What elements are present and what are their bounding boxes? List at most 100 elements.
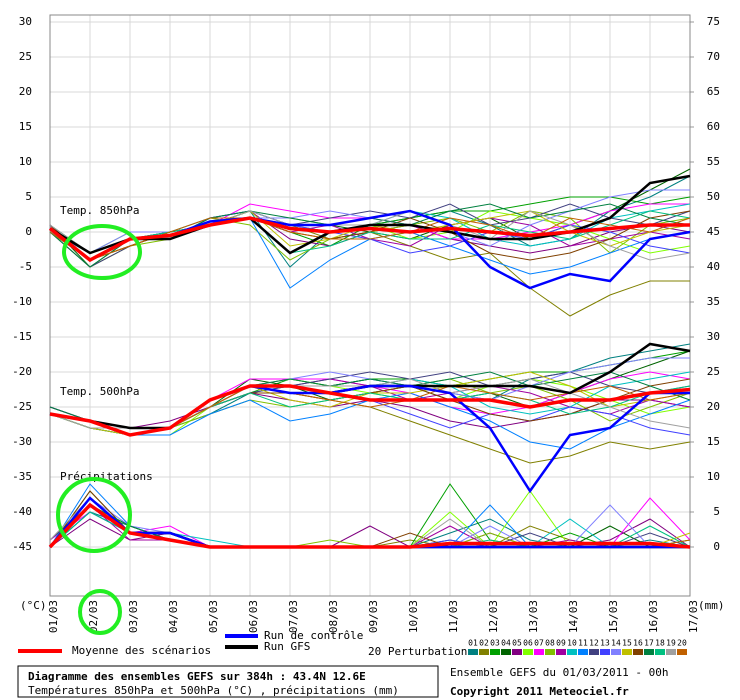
- legend-swatch: [633, 649, 643, 655]
- legend-label: Moyenne des scénarios: [72, 644, 211, 657]
- y-tick-label: 5: [25, 190, 32, 203]
- panel-label: Temp. 850hPa: [60, 204, 139, 217]
- legend-label: 16: [633, 639, 643, 648]
- x-tick-label: 11/03: [447, 600, 460, 633]
- series-line: [49, 210, 691, 261]
- x-tick-label: 01/03: [47, 600, 60, 633]
- y2-tick-label: 30: [707, 330, 720, 343]
- x-tick-label: 03/03: [127, 600, 140, 633]
- y-tick-label: -30: [12, 435, 32, 448]
- legend-label: 10: [567, 639, 577, 648]
- x-tick-label: 15/03: [607, 600, 620, 633]
- legend-label: 07: [534, 639, 544, 648]
- y-tick-label: -25: [12, 400, 32, 413]
- legend-swatch: [644, 649, 654, 655]
- x-tick-label: 10/03: [407, 600, 420, 633]
- y-tick-label: -10: [12, 295, 32, 308]
- series-line: [48, 216, 690, 263]
- y2-tick-label: 10: [707, 470, 720, 483]
- y-tick-label: -40: [12, 505, 32, 518]
- legend-swatch: [567, 649, 577, 655]
- legend-label: 05: [512, 639, 522, 648]
- annotation-circle: [56, 477, 132, 553]
- y2-tick-label: 65: [707, 85, 720, 98]
- legend-label: 18: [655, 639, 665, 648]
- legend-swatch: [468, 649, 478, 655]
- footer-copyright: Copyright 2011 Meteociel.fr: [450, 685, 629, 698]
- x-tick-label: 06/03: [247, 600, 260, 633]
- legend-swatch: [677, 649, 687, 655]
- perturbations-label: 20 Perturbations: [368, 645, 474, 658]
- legend-swatch: [589, 649, 599, 655]
- y-tick-label: 30: [19, 15, 32, 28]
- y2-tick-label: 20: [707, 400, 720, 413]
- y2-tick-label: 25: [707, 365, 720, 378]
- plot: 01/03 02/03 03/03 04/03 05/03 06/03 07/03 08/03…: [12, 14, 720, 633]
- x-tick-label: 17/03: [687, 600, 700, 633]
- left-unit: (°C): [20, 599, 47, 612]
- series-line: [49, 384, 691, 437]
- legend-label: 06: [523, 639, 533, 648]
- y2-tick-label: 0: [713, 540, 720, 553]
- legend-swatch: [611, 649, 621, 655]
- legend-swatch: [545, 649, 555, 655]
- legend-swatch: [666, 649, 676, 655]
- legend-swatch: [534, 649, 544, 655]
- y-tick-label: -45: [12, 540, 32, 553]
- y2-tick-label: 5: [713, 505, 720, 518]
- legend-label: 20: [677, 639, 687, 648]
- series-line: [49, 174, 691, 255]
- right-unit: (mm): [698, 599, 725, 612]
- legend-label: 11: [578, 639, 588, 648]
- y2-tick-label: 15: [707, 435, 720, 448]
- legend-label: 13: [600, 639, 610, 648]
- legend-swatch: [479, 649, 489, 655]
- series-line: [48, 502, 691, 549]
- y-tick-label: -20: [12, 365, 32, 378]
- legend-label: Run GFS: [264, 640, 310, 653]
- y2-tick-label: 70: [707, 50, 720, 63]
- legend-label: 09: [556, 639, 566, 648]
- legend-swatch: [512, 649, 522, 655]
- x-tick-label: 08/03: [327, 600, 340, 633]
- panel-label: Temp. 500hPa: [60, 385, 139, 398]
- annotation-circle: [78, 589, 122, 635]
- annotation-circle: [62, 224, 142, 280]
- y2-tick-label: 75: [707, 15, 720, 28]
- legend-swatch: [490, 649, 500, 655]
- y-tick-label: -15: [12, 330, 32, 343]
- y-tick-label: 10: [19, 155, 32, 168]
- y-tick-label: 25: [19, 50, 32, 63]
- legend-label: 01: [468, 639, 478, 648]
- x-tick-label: 16/03: [647, 600, 660, 633]
- legend-label: 19: [666, 639, 676, 648]
- y2-tick-label: 50: [707, 190, 720, 203]
- footer-subtitle: Températures 850hPa et 500hPa (°C) , pré…: [28, 684, 399, 697]
- x-tick-label: 13/03: [527, 600, 540, 633]
- y-tick-label: -35: [12, 470, 32, 483]
- y2-tick-label: 40: [707, 260, 720, 273]
- legend-label: 03: [490, 639, 500, 648]
- legend-label: 04: [501, 639, 511, 648]
- legend-label: Run de contrôle: [264, 629, 363, 642]
- legend-swatch: [622, 649, 632, 655]
- x-tick-label: 09/03: [367, 600, 380, 633]
- y2-tick-label: 55: [707, 155, 720, 168]
- footer-box: [17, 665, 439, 698]
- legend-label: 02: [479, 639, 489, 648]
- legend-swatch: [501, 649, 511, 655]
- x-tick-label: 05/03: [207, 600, 220, 633]
- legend-swatch: [600, 649, 610, 655]
- x-tick-label: 14/03: [567, 600, 580, 633]
- x-tick-label: 12/03: [487, 600, 500, 633]
- legend-label: 12: [589, 639, 599, 648]
- legend-label: 17: [644, 639, 654, 648]
- footer-run: Ensemble GEFS du 01/03/2011 - 00h: [450, 666, 669, 679]
- y2-tick-label: 60: [707, 120, 720, 133]
- footer-title: Diagramme des ensembles GEFS sur 384h : …: [28, 670, 366, 683]
- plot-frame: [49, 14, 691, 597]
- legend-label: 14: [611, 639, 621, 648]
- legend-swatch: [655, 649, 665, 655]
- y2-tick-label: 45: [707, 225, 720, 238]
